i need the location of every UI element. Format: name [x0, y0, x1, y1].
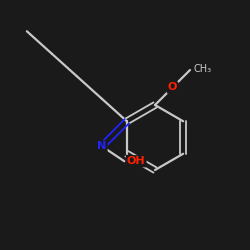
Text: OH: OH: [127, 156, 146, 166]
Text: O: O: [168, 82, 177, 92]
Text: N: N: [97, 141, 106, 151]
Text: CH₃: CH₃: [194, 64, 212, 74]
